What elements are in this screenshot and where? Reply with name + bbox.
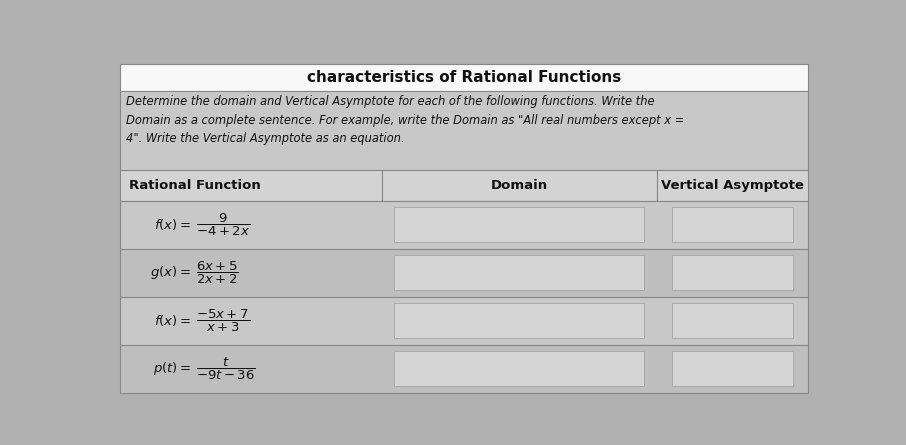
Text: $\dfrac{6x + 5}{2x + 2}$: $\dfrac{6x + 5}{2x + 2}$ (196, 259, 239, 286)
Text: characteristics of Rational Functions: characteristics of Rational Functions (307, 70, 622, 85)
Text: Rational Function: Rational Function (129, 179, 260, 192)
Text: $\dfrac{t}{-9t - 36}$: $\dfrac{t}{-9t - 36}$ (196, 356, 256, 382)
Bar (672, 351, 793, 386)
Bar (120, 249, 808, 297)
Text: Domain: Domain (491, 179, 548, 192)
Text: $p\left(t\right) =$: $p\left(t\right) =$ (153, 360, 191, 377)
Text: $\dfrac{-5x + 7}{x + 3}$: $\dfrac{-5x + 7}{x + 3}$ (196, 307, 250, 334)
Bar (394, 351, 644, 386)
Bar (120, 91, 808, 170)
Bar (120, 201, 808, 249)
Text: Determine the domain and Vertical Asymptote for each of the following functions.: Determine the domain and Vertical Asympt… (126, 95, 684, 145)
Text: $f\left(x\right) =$: $f\left(x\right) =$ (154, 217, 191, 232)
Bar (120, 170, 381, 201)
Bar (672, 207, 793, 243)
Bar (120, 344, 808, 392)
Bar (672, 303, 793, 338)
Bar (394, 207, 644, 243)
Bar (394, 255, 644, 291)
Bar (120, 297, 808, 344)
Text: $\dfrac{9}{-4 + 2x}$: $\dfrac{9}{-4 + 2x}$ (196, 212, 250, 238)
Bar (657, 170, 808, 201)
Text: $g\left(x\right) =$: $g\left(x\right) =$ (150, 264, 191, 281)
Bar (120, 64, 808, 91)
Text: $f\left(x\right) =$: $f\left(x\right) =$ (154, 313, 191, 328)
Bar (381, 170, 657, 201)
Text: Vertical Asymptote: Vertical Asymptote (661, 179, 805, 192)
Bar (672, 255, 793, 291)
Bar (394, 303, 644, 338)
